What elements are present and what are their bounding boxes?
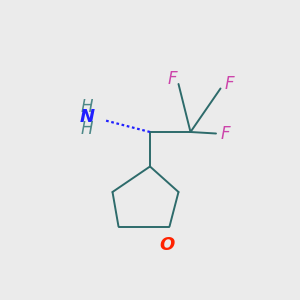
Text: F: F: [225, 75, 234, 93]
Text: H: H: [81, 120, 93, 138]
Text: F: F: [168, 70, 177, 88]
Text: H: H: [81, 98, 93, 116]
Text: O: O: [159, 236, 174, 253]
Text: F: F: [221, 124, 230, 142]
Text: N: N: [80, 108, 94, 126]
